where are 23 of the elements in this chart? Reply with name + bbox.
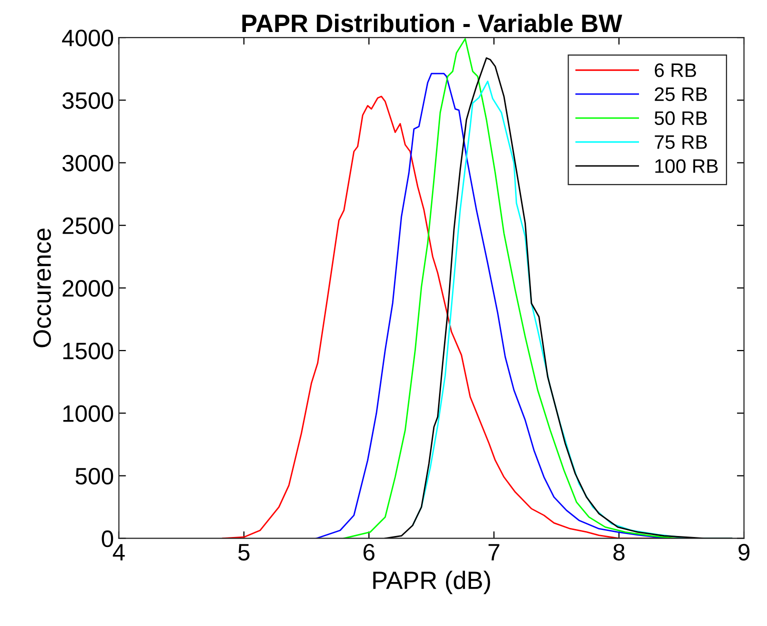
- x-tick-label: 6: [364, 544, 374, 561]
- legend-label: 50 RB: [654, 111, 707, 126]
- x-axis-title: PAPR (dB): [373, 570, 490, 594]
- y-tick-label: 3000: [62, 154, 114, 172]
- legend-label: 75 RB: [654, 135, 707, 149]
- chart-title: PAPR Distribution - Variable BW: [242, 14, 622, 32]
- y-tick-label: 4000: [62, 30, 114, 46]
- legend-label: 25 RB: [654, 87, 707, 102]
- x-tick-label: 4: [112, 544, 125, 560]
- y-tick-label: 500: [76, 468, 114, 485]
- legend-label: 6 RB: [654, 63, 696, 78]
- y-tick-label: 1500: [63, 342, 114, 360]
- y-tick-label: 0: [102, 530, 114, 548]
- y-tick-label: 3500: [62, 92, 114, 109]
- y-tick-label: 2500: [62, 217, 114, 234]
- y-tick-label: 2000: [62, 280, 114, 297]
- y-axis-title: Occurence: [33, 228, 52, 348]
- x-tick-label: 8: [613, 544, 625, 561]
- x-tick-label: 7: [488, 544, 500, 560]
- x-tick-label: 9: [738, 544, 750, 561]
- legend-label: 100 RB: [655, 159, 718, 173]
- y-tick-label: 1000: [63, 405, 114, 422]
- x-tick-label: 5: [238, 544, 250, 561]
